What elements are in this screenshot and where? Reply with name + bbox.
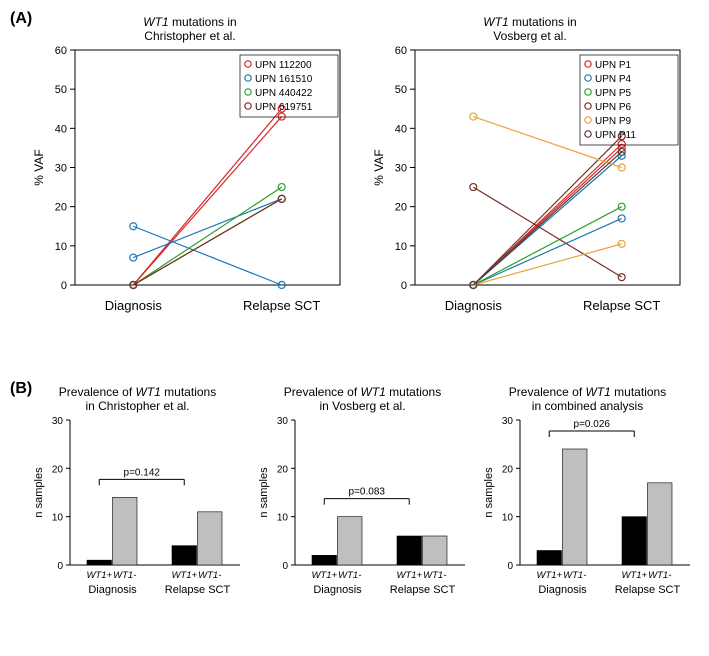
svg-text:0: 0	[61, 280, 67, 292]
svg-text:0: 0	[57, 561, 63, 572]
svg-text:UPN P5: UPN P5	[595, 88, 632, 99]
svg-text:50: 50	[55, 84, 67, 96]
svg-text:UPN P4: UPN P4	[595, 74, 632, 85]
svg-text:40: 40	[395, 123, 407, 135]
svg-text:10: 10	[277, 513, 289, 524]
svg-text:% VAF: % VAF	[32, 149, 46, 185]
chart-title: Prevalence of WT1 mutationsin combined a…	[480, 385, 695, 413]
svg-text:40: 40	[55, 123, 67, 135]
chart-title: Prevalence of WT1 mutationsin Vosberg et…	[255, 385, 470, 413]
svg-text:Relapse SCT: Relapse SCT	[390, 584, 456, 596]
svg-text:n samples: n samples	[33, 467, 45, 518]
svg-text:Relapse SCT: Relapse SCT	[583, 298, 660, 313]
svg-text:WT1-: WT1-	[198, 570, 221, 581]
chart-title: WT1 mutations inChristopher et al.	[30, 15, 350, 43]
bar-chart: Prevalence of WT1 mutationsin combined a…	[480, 385, 695, 615]
svg-text:30: 30	[502, 416, 514, 427]
panel-b-label: (B)	[10, 380, 32, 398]
svg-text:20: 20	[395, 202, 407, 214]
svg-text:UPN 440422: UPN 440422	[255, 88, 313, 99]
chart-title: Prevalence of WT1 mutationsin Christophe…	[30, 385, 245, 413]
svg-text:Diagnosis: Diagnosis	[105, 298, 163, 313]
svg-text:UPN P6: UPN P6	[595, 102, 632, 113]
svg-text:0: 0	[507, 561, 513, 572]
svg-text:Diagnosis: Diagnosis	[88, 584, 137, 596]
svg-text:WT1-: WT1-	[423, 570, 446, 581]
svg-text:UPN P1: UPN P1	[595, 60, 632, 71]
svg-text:0: 0	[401, 280, 407, 292]
svg-text:20: 20	[52, 464, 64, 475]
svg-text:WT1-: WT1-	[563, 570, 586, 581]
svg-text:WT1+: WT1+	[536, 570, 562, 581]
svg-text:30: 30	[395, 163, 407, 175]
svg-text:Relapse SCT: Relapse SCT	[615, 584, 681, 596]
svg-text:% VAF: % VAF	[372, 149, 386, 185]
svg-text:p=0.142: p=0.142	[124, 467, 161, 478]
svg-text:30: 30	[55, 163, 67, 175]
svg-text:WT1+: WT1+	[621, 570, 647, 581]
svg-text:0: 0	[282, 561, 288, 572]
svg-text:UPN 619751: UPN 619751	[255, 102, 313, 113]
chart-title: WT1 mutations inVosberg et al.	[370, 15, 690, 43]
figure: (A) WT1 mutations inChristopher et al. 0 1…	[10, 10, 699, 615]
svg-text:WT1-: WT1-	[338, 570, 361, 581]
svg-text:10: 10	[395, 241, 407, 253]
svg-text:WT1+: WT1+	[86, 570, 112, 581]
svg-text:50: 50	[395, 84, 407, 96]
svg-text:WT1+: WT1+	[396, 570, 422, 581]
svg-text:20: 20	[502, 464, 514, 475]
svg-text:60: 60	[395, 45, 407, 57]
svg-text:WT1+: WT1+	[171, 570, 197, 581]
svg-text:WT1-: WT1-	[113, 570, 136, 581]
panel-a-right: WT1 mutations inVosberg et al. 0 10 20 30 40 5…	[370, 15, 690, 365]
svg-text:UPN 112200: UPN 112200	[255, 60, 312, 71]
svg-text:UPN P11: UPN P11	[595, 130, 636, 141]
svg-text:60: 60	[55, 45, 67, 57]
svg-text:WT1-: WT1-	[648, 570, 671, 581]
svg-text:UPN 161510: UPN 161510	[255, 74, 313, 85]
svg-text:20: 20	[55, 202, 67, 214]
svg-text:Diagnosis: Diagnosis	[313, 584, 362, 596]
svg-text:Diagnosis: Diagnosis	[538, 584, 587, 596]
svg-text:WT1+: WT1+	[311, 570, 337, 581]
svg-text:Relapse SCT: Relapse SCT	[165, 584, 231, 596]
svg-text:10: 10	[502, 513, 514, 524]
svg-text:UPN P9: UPN P9	[595, 116, 632, 127]
svg-text:30: 30	[52, 416, 64, 427]
svg-text:20: 20	[277, 464, 289, 475]
svg-text:p=0.026: p=0.026	[574, 419, 611, 430]
panel-a-label: (A)	[10, 10, 32, 28]
svg-text:Relapse SCT: Relapse SCT	[243, 298, 320, 313]
svg-text:Diagnosis: Diagnosis	[445, 298, 503, 313]
svg-text:30: 30	[277, 416, 289, 427]
bar-chart: Prevalence of WT1 mutationsin Christophe…	[30, 385, 245, 615]
bar-chart: Prevalence of WT1 mutationsin Vosberg et…	[255, 385, 470, 615]
svg-text:n samples: n samples	[483, 467, 495, 518]
svg-text:10: 10	[52, 513, 64, 524]
panel-a-left: WT1 mutations inChristopher et al. 0 10 20 3…	[30, 15, 350, 365]
svg-text:10: 10	[55, 241, 67, 253]
svg-text:n samples: n samples	[258, 467, 270, 518]
svg-text:p=0.083: p=0.083	[349, 487, 386, 498]
